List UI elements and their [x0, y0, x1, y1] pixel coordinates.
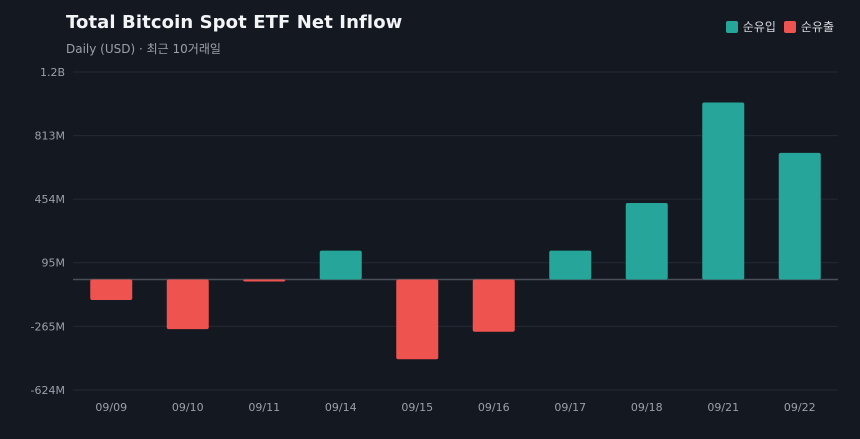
x-tick-label: 09/16 — [478, 401, 510, 414]
chart-title: Total Bitcoin Spot ETF Net Inflow — [66, 12, 403, 33]
bar — [625, 203, 668, 280]
legend-label-inflow: 순유입 — [742, 20, 776, 34]
x-tick-label: 09/14 — [325, 401, 357, 414]
bar — [549, 250, 592, 280]
bar — [319, 250, 362, 280]
chart-legend: 순유입 순유출 — [725, 18, 834, 35]
x-tick-label: 09/15 — [401, 401, 433, 414]
bar — [778, 152, 821, 280]
x-tick-label: 09/21 — [707, 401, 739, 414]
x-tick-label: 09/11 — [248, 401, 280, 414]
bar — [396, 279, 439, 360]
legend-item-outflow[interactable]: 순유출 — [783, 18, 834, 35]
x-tick-label: 09/09 — [95, 401, 127, 414]
legend-label-outflow: 순유출 — [800, 20, 834, 34]
y-tick-label: 1.2B — [40, 66, 65, 79]
bar — [472, 279, 515, 332]
bar — [166, 279, 209, 330]
x-tick-label: 09/18 — [631, 401, 663, 414]
chart-subtitle: Daily (USD) · 최근 10거래일 — [66, 42, 221, 56]
y-tick-label: 95M — [42, 257, 66, 270]
legend-swatch-inflow — [725, 20, 738, 33]
bar — [90, 279, 133, 301]
y-tick-label: -265M — [31, 320, 65, 333]
x-tick-label: 09/17 — [554, 401, 586, 414]
x-tick-label: 09/10 — [172, 401, 204, 414]
y-tick-label: -624M — [31, 384, 65, 397]
legend-item-inflow[interactable]: 순유입 — [725, 18, 776, 35]
y-tick-label: 813M — [35, 130, 66, 143]
bar — [702, 102, 745, 280]
bar — [243, 279, 286, 282]
legend-swatch-outflow — [783, 20, 796, 33]
y-tick-label: 454M — [35, 193, 66, 206]
x-tick-label: 09/22 — [784, 401, 816, 414]
